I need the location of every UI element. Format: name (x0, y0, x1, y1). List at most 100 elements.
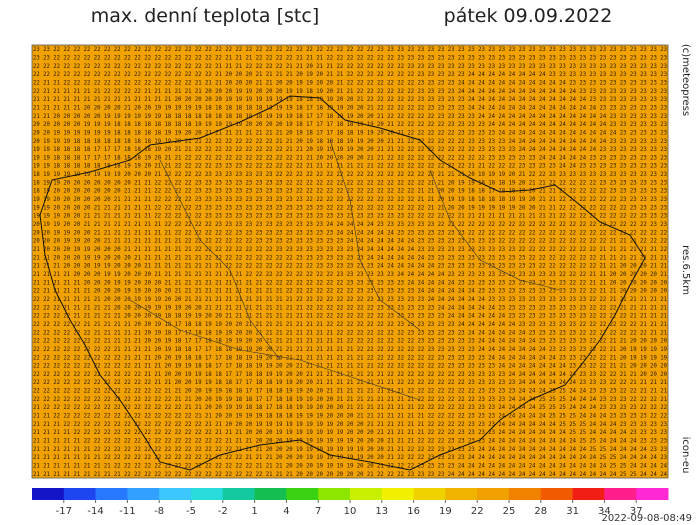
colorbar-segment (95, 488, 128, 500)
colorbar-segment (254, 488, 287, 500)
grid-row: 22 22 22 22 21 21 21 21 21 20 20 20 19 1… (33, 312, 667, 320)
colorbar-tick-label: -8 (154, 506, 164, 517)
model-label: icon-eu (680, 437, 691, 474)
colorbar-tick-label: 22 (471, 506, 484, 517)
value-grid: 23 23 22 22 22 22 22 22 22 22 22 22 22 2… (33, 45, 667, 478)
grid-row: 19 19 18 18 18 18 17 17 17 18 18 18 19 2… (33, 145, 667, 153)
grid-row: 21 22 22 22 22 22 22 22 22 22 22 22 22 2… (33, 403, 667, 411)
colorbar-segment (604, 488, 637, 500)
grid-row: 22 22 22 22 22 22 22 22 21 21 21 21 20 1… (33, 345, 667, 353)
colorbar-segment (413, 488, 446, 500)
colorbar-tick-label: 1 (251, 506, 257, 517)
colorbar: -17 -14 -11 -8 -5 -2 1 4 7 10 13 16 19 22 25 28 31 34 37 (32, 488, 669, 517)
colorbar-tick-label: 13 (375, 506, 388, 517)
colorbar-tick-label: -17 (56, 506, 72, 517)
colorbar-segment (477, 488, 510, 500)
grid-row: 21 21 22 22 22 22 22 22 22 22 22 22 22 2… (33, 412, 667, 420)
grid-row: 20 19 19 19 18 18 18 18 18 18 18 18 19 1… (33, 137, 667, 145)
colorbar-tick-label: 19 (439, 506, 452, 517)
colorbar-tick-label: 10 (344, 506, 357, 517)
colorbar-segment (32, 488, 65, 500)
grid-row: 21 21 21 21 21 21 21 22 22 22 22 22 22 2… (33, 453, 667, 461)
colorbar-tick-label: 28 (534, 506, 547, 517)
colorbar-tick-label: -14 (87, 506, 103, 517)
grid-row: 18 19 20 20 20 20 20 20 20 21 21 21 22 2… (33, 187, 667, 195)
grid-row: 22 22 21 21 21 21 21 20 20 20 19 19 19 2… (33, 295, 667, 303)
grid-row: 22 22 22 22 22 22 22 22 22 22 21 21 21 2… (33, 362, 667, 370)
grid-row: 23 23 22 22 22 22 22 22 22 22 22 22 22 2… (33, 45, 667, 53)
grid-row: 21 21 21 21 21 22 22 22 22 22 22 22 22 2… (33, 437, 667, 445)
grid-row: 19 19 19 20 20 21 21 21 21 21 21 21 22 2… (33, 212, 667, 220)
colorbar-segment (509, 488, 542, 500)
colorbar-segment (159, 488, 192, 500)
grid-row: 21 21 21 20 20 20 19 19 20 20 20 21 21 2… (33, 262, 667, 270)
colorbar-segment (222, 488, 256, 500)
copyright-label: (c)meteopress (680, 44, 691, 116)
colorbar-tick-label: -11 (119, 506, 135, 517)
grid-row: 23 23 22 22 22 22 22 22 22 22 22 22 22 2… (33, 53, 667, 61)
map-title: max. denní teplota [stc] (91, 5, 319, 27)
colorbar-tick-label: -5 (186, 506, 196, 517)
colorbar-segment (127, 488, 160, 500)
colorbar-segment (350, 488, 383, 500)
grid-row: 18 19 19 19 19 19 19 19 19 20 20 20 21 2… (33, 170, 667, 178)
colorbar-segment (572, 488, 605, 500)
grid-row: 20 20 20 19 19 20 20 21 21 21 21 21 21 2… (33, 237, 667, 245)
colorbar-segment (191, 488, 224, 500)
grid-row: 21 21 21 21 21 21 21 21 21 21 21 21 21 2… (33, 95, 667, 103)
grid-row: 21 21 21 21 20 20 20 19 19 20 20 20 21 2… (33, 270, 667, 278)
grid-row: 22 22 22 22 22 22 22 22 22 22 22 22 22 2… (33, 395, 667, 403)
country-border (39, 95, 646, 471)
grid-row: 21 21 21 21 21 21 22 22 22 22 22 22 22 2… (33, 445, 667, 453)
grid-row: 21 21 20 20 20 19 19 20 20 20 21 21 21 2… (33, 253, 667, 261)
grid-row: 19 19 18 18 18 18 18 18 18 19 19 20 21 2… (33, 162, 667, 170)
colorbar-segment (286, 488, 319, 500)
grid-row: 21 21 21 21 21 21 21 21 21 22 22 22 22 2… (33, 470, 667, 478)
grid-row: 22 22 22 22 22 22 22 22 22 22 22 22 22 2… (33, 387, 667, 395)
grid-row: 21 21 21 21 21 21 21 21 22 22 22 22 22 2… (33, 462, 667, 470)
grid-row: 22 22 22 22 22 22 22 22 22 21 21 21 20 2… (33, 353, 667, 361)
grid-row: 22 21 21 21 21 21 20 20 20 19 19 20 20 2… (33, 287, 667, 295)
grid-row: 21 21 20 20 20 20 20 19 19 19 19 19 19 1… (33, 112, 667, 120)
grid-row: 22 22 22 22 22 21 21 21 21 21 20 20 19 1… (33, 320, 667, 328)
grid-row: 22 22 22 22 22 22 21 21 21 21 21 20 19 1… (33, 328, 667, 336)
colorbar-tick-label: 7 (315, 506, 321, 517)
map-area (31, 44, 669, 479)
grid-row: 20 20 20 20 20 19 19 19 18 18 18 18 18 1… (33, 120, 667, 128)
colorbar-tick-label: 31 (566, 506, 579, 517)
grid-row: 22 21 21 21 21 21 21 22 22 22 22 21 21 2… (33, 87, 667, 95)
grid-row: 22 22 22 22 22 22 22 22 22 22 22 22 21 2… (33, 378, 667, 386)
grid-row: 22 21 21 22 22 22 22 22 22 22 22 22 22 2… (33, 78, 667, 86)
region-borders (129, 139, 561, 401)
grid-row: 19 19 20 20 20 20 20 20 21 21 21 21 22 2… (33, 195, 667, 203)
colorbar-tick-label: 16 (407, 506, 420, 517)
colorbar-tick-label: 4 (283, 506, 289, 517)
colorbar-segment (381, 488, 415, 500)
colorbar-segment (636, 488, 669, 500)
grid-row: 21 21 21 21 21 20 20 20 19 19 20 20 20 2… (33, 278, 667, 286)
grid-row: 21 21 21 22 22 22 22 22 22 22 22 22 22 2… (33, 420, 667, 428)
grid-row: 19 19 18 18 18 17 17 17 18 18 18 19 20 2… (33, 153, 667, 161)
colorbar-tick-label: 34 (598, 506, 611, 517)
grid-row: 21 21 21 21 21 20 20 20 20 21 20 20 19 1… (33, 103, 667, 111)
colorbar-tick-label: -2 (218, 506, 228, 517)
colorbar-segment (445, 488, 478, 500)
grid-row: 21 20 20 20 19 19 20 20 20 21 21 21 21 2… (33, 245, 667, 253)
grid-row: 19 19 20 20 20 20 21 21 21 21 21 21 22 2… (33, 203, 667, 211)
colorbar-segment (318, 488, 351, 500)
grid-row: 21 21 21 21 22 22 22 22 22 22 22 22 22 2… (33, 428, 667, 436)
grid-row: 22 22 22 22 22 22 22 21 21 21 21 20 20 1… (33, 337, 667, 345)
grid-row: 18 19 19 20 20 20 20 20 20 20 21 21 22 2… (33, 178, 667, 186)
colorbar-segment (540, 488, 574, 500)
grid-row: 20 20 19 19 19 19 19 19 18 18 18 18 18 1… (33, 128, 667, 136)
grid-row: 22 22 22 22 22 22 22 22 22 22 22 22 22 2… (33, 62, 667, 70)
grid-row: 22 22 22 22 22 22 22 22 22 22 22 21 21 2… (33, 370, 667, 378)
colorbar-tick-label: 25 (503, 506, 516, 517)
timestamp: 2022-09-08-08:49 (601, 513, 692, 524)
map-date: pátek 09.09.2022 (444, 5, 613, 27)
colorbar-segment (63, 488, 97, 500)
grid-row: 20 20 19 19 20 20 21 21 21 21 21 21 21 2… (33, 228, 667, 236)
grid-row: 22 22 22 21 21 21 21 21 20 20 20 19 19 1… (33, 303, 667, 311)
resolution-label: res.6.5km (680, 245, 691, 295)
